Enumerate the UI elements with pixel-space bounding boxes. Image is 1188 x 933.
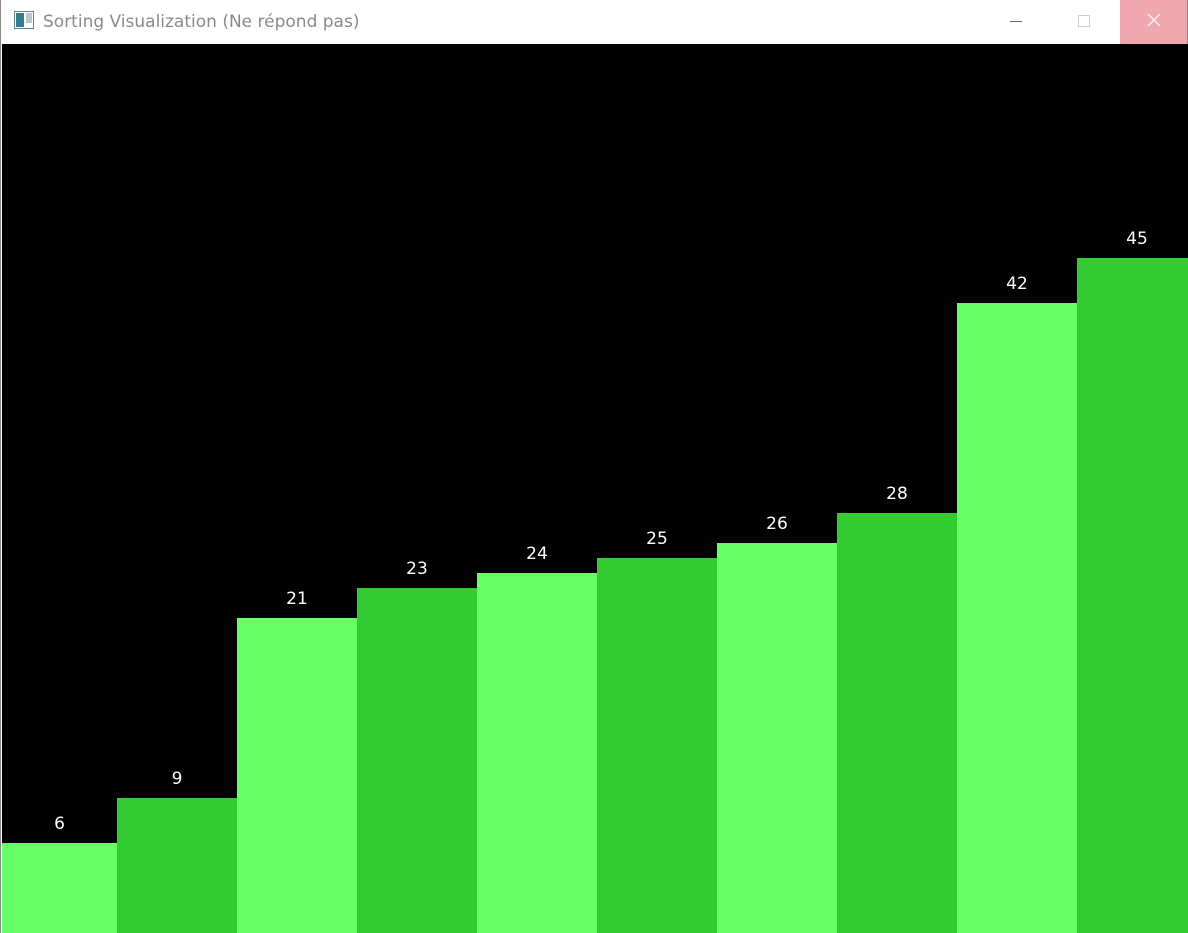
bar-21 <box>237 618 357 933</box>
bar-28 <box>837 513 957 933</box>
bar-value-label: 45 <box>1126 229 1148 249</box>
bar-24 <box>477 573 597 933</box>
bar-value-label: 6 <box>54 814 65 834</box>
title-bar[interactable]: Sorting Visualization (Ne répond pas) <box>1 0 1187 44</box>
close-icon <box>1146 12 1162 32</box>
close-button[interactable] <box>1120 0 1187 44</box>
bar-value-label: 26 <box>766 514 788 534</box>
window-title: Sorting Visualization (Ne répond pas) <box>43 12 360 32</box>
minimize-icon <box>1009 13 1023 32</box>
minimize-button[interactable] <box>983 0 1049 44</box>
bar-42 <box>957 303 1077 933</box>
bar-value-label: 24 <box>526 544 548 564</box>
bar-value-label: 21 <box>286 589 308 609</box>
bar-value-label: 9 <box>172 769 183 789</box>
bar-23 <box>357 588 477 933</box>
maximize-icon <box>1077 13 1091 32</box>
bar-value-label: 23 <box>406 559 428 579</box>
bar-value-label: 42 <box>1006 274 1028 294</box>
bar-value-label: 28 <box>886 484 908 504</box>
bar-25 <box>597 558 717 933</box>
bar-26 <box>717 543 837 933</box>
sorting-chart: 6 9 21 23 24 25 26 28 42 45 <box>2 44 1188 933</box>
bar-45 <box>1077 258 1188 933</box>
bar-value-label: 25 <box>646 529 668 549</box>
bar-6 <box>2 843 117 933</box>
app-window-icon <box>14 11 34 29</box>
maximize-button[interactable] <box>1051 0 1117 44</box>
bar-9 <box>117 798 237 933</box>
bar-chart-svg: 6 9 21 23 24 25 26 28 42 45 <box>2 229 1188 933</box>
